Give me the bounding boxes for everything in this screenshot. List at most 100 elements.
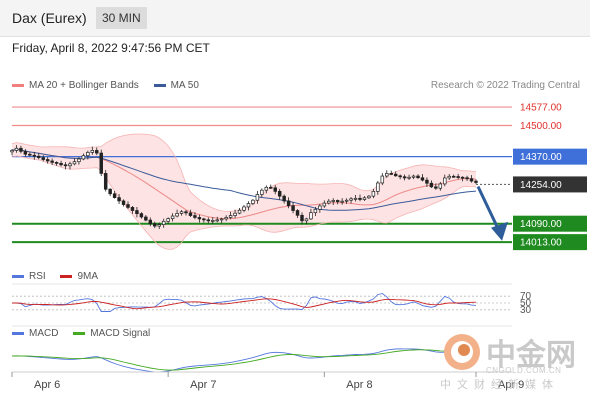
- candle-body: [411, 175, 416, 178]
- candle-body: [331, 200, 335, 202]
- candle-body: [340, 200, 344, 203]
- candle-body: [286, 200, 291, 207]
- level-label-box-1: [513, 117, 587, 134]
- candle-body: [135, 210, 139, 214]
- candle-body: [166, 218, 170, 222]
- candle-body: [32, 154, 37, 157]
- candle-body: [112, 193, 117, 198]
- candle-body: [291, 205, 295, 211]
- candle-body: [233, 212, 237, 216]
- legend-item-ma50: MA 50: [153, 80, 199, 91]
- candle-body: [362, 197, 367, 200]
- candle-body: [41, 157, 45, 160]
- candle-body: [416, 175, 420, 179]
- level-label-box-2: [513, 148, 587, 165]
- timeframe-button[interactable]: 30 MIN: [96, 7, 147, 29]
- research-credit: Research © 2022 Trading Central: [430, 80, 580, 91]
- candle-body: [228, 215, 233, 218]
- rsi-level-label: 70: [520, 291, 532, 302]
- legend-item-ma20: MA 20 + Bollinger Bands: [12, 80, 139, 91]
- candle-body: [407, 176, 411, 179]
- candle-body: [295, 210, 300, 216]
- rsi-9ma-line: [12, 298, 477, 310]
- candle-body: [211, 219, 215, 222]
- candle-body: [130, 207, 135, 211]
- candle-body: [184, 211, 188, 214]
- candle-body: [81, 155, 86, 160]
- candle-body: [68, 163, 72, 167]
- candle-body: [121, 200, 126, 205]
- candle-body: [318, 205, 322, 210]
- candle-body: [170, 215, 175, 220]
- level-label-0: 14577.00: [520, 103, 562, 114]
- candle-body: [460, 176, 465, 179]
- watermark-logo: 中金网 CNGOLD.COM.CN 中文财经新媒体: [440, 328, 590, 393]
- candle-body: [385, 173, 389, 177]
- legend-item-macd: MACD: [12, 328, 58, 339]
- chart-header: Dax (Eurex) 30 MIN: [0, 0, 590, 37]
- candle-body: [376, 182, 380, 192]
- level-label-5: 14013.00: [520, 238, 562, 249]
- candle-body: [117, 197, 121, 202]
- rsi-level-label: 50: [520, 298, 532, 309]
- candle-body: [90, 150, 95, 153]
- candle-body: [251, 199, 255, 204]
- rsi-legend: RSI 9MA: [12, 271, 98, 282]
- candle-body: [224, 217, 228, 220]
- candle-body: [86, 151, 90, 157]
- candle-body: [420, 177, 425, 181]
- macd-legend: MACD MACD Signal: [12, 328, 150, 339]
- candle-body: [14, 147, 19, 151]
- candle-body: [179, 211, 184, 214]
- forecast-arrow-shaft: [476, 185, 501, 232]
- x-tick-label: Apr 7: [190, 379, 216, 391]
- candle-body: [28, 153, 32, 156]
- legend-item-macd-signal: MACD Signal: [73, 328, 150, 339]
- level-label-4: 14090.00: [520, 219, 562, 230]
- level-label-3: 14254.00: [520, 180, 562, 191]
- candle-body: [282, 195, 286, 202]
- watermark-subtitle: 中文财经新媒体: [440, 378, 559, 391]
- candle-body: [434, 186, 438, 189]
- candle-body: [269, 186, 273, 189]
- candle-body: [273, 187, 277, 192]
- candle-body: [161, 220, 166, 225]
- candle-body: [443, 177, 447, 185]
- watermark-text: 中金网: [486, 338, 576, 373]
- candle-body: [349, 198, 353, 201]
- candle-body: [215, 219, 219, 222]
- level-label-1: 14500.00: [520, 121, 562, 132]
- bollinger-lower-line: [11, 155, 477, 250]
- candle-body: [327, 200, 331, 204]
- watermark-icon: [444, 334, 480, 370]
- forecast-arrow-head: [491, 221, 508, 241]
- candle-body: [108, 188, 112, 195]
- candle-body: [335, 200, 340, 203]
- candle-body: [242, 206, 246, 211]
- candle-body: [99, 152, 103, 174]
- chart-datetime: Friday, April 8, 2022 9:47:56 PM CET: [12, 41, 210, 55]
- candle-body: [474, 180, 478, 183]
- candle-body: [153, 223, 157, 227]
- level-label-box-5: [513, 234, 587, 251]
- candle-body: [358, 197, 362, 200]
- candle-body: [447, 175, 451, 179]
- candle-body: [465, 177, 469, 180]
- macd-signal-line: [12, 349, 477, 371]
- candle-body: [157, 224, 161, 227]
- candle-body: [371, 191, 376, 197]
- instrument-title: Dax (Eurex): [12, 10, 87, 26]
- level-label-box-4: [513, 215, 587, 232]
- candle-body: [380, 175, 385, 184]
- candle-body: [353, 197, 358, 200]
- candle-body: [63, 164, 68, 167]
- candle-body: [456, 176, 460, 178]
- x-tick-label: Apr 6: [34, 379, 60, 391]
- candle-body: [59, 163, 63, 166]
- candle-body: [103, 173, 108, 190]
- candle-body: [260, 189, 264, 195]
- candle-body: [322, 202, 327, 207]
- candle-body: [175, 213, 179, 217]
- level-label-box-3: [513, 176, 587, 193]
- legend-item-rsi-9ma: 9MA: [60, 271, 98, 282]
